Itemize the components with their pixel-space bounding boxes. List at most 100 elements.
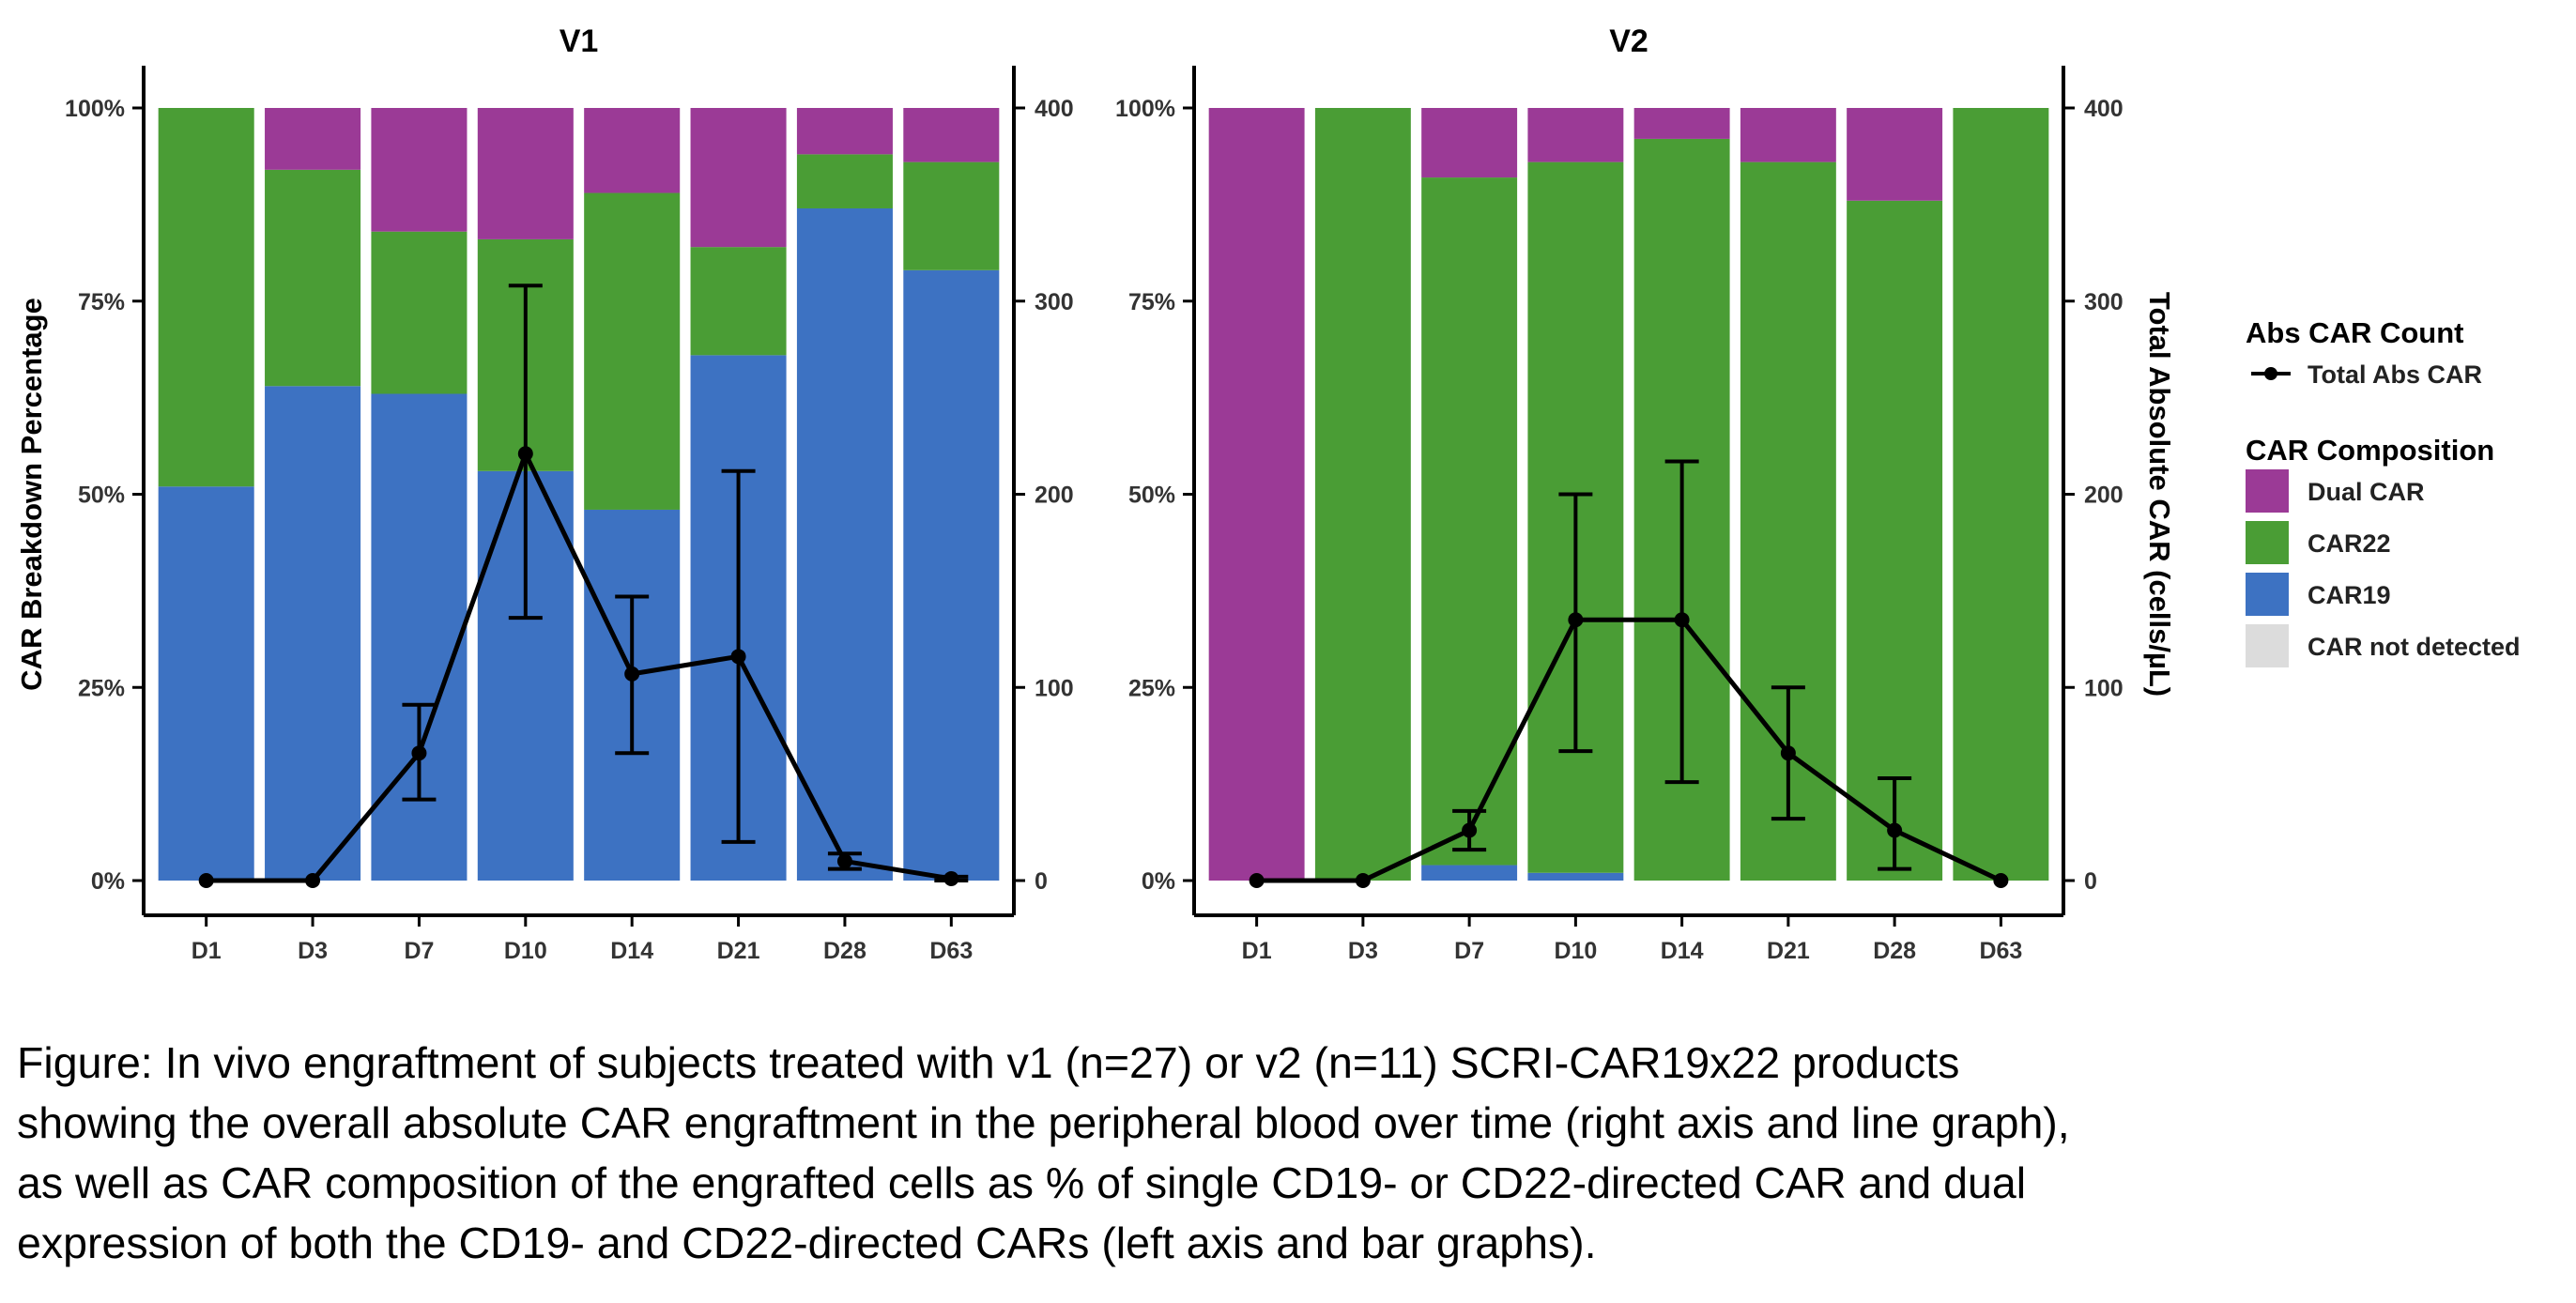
bar-segment-dual [1421,108,1518,178]
bar-segment-car22 [1314,108,1411,881]
caption-line: showing the overall absolute CAR engraft… [17,1098,2070,1147]
bar-segment-car22 [265,169,361,387]
y-axis-title-left: CAR Breakdown Percentage [15,298,48,691]
bar-segment-car22 [1847,200,1943,881]
y-tick-label-right: 0 [1035,868,1048,895]
y-tick-label-right: 200 [1035,483,1074,509]
legend-swatch-nd [2246,624,2289,667]
figure-caption: Figure: In vivo engraftment of subjects … [17,1033,2552,1273]
data-point [411,745,427,761]
bar-segment-car19 [1421,865,1518,881]
data-point [836,853,852,869]
y-tick-label-right: 400 [1035,96,1074,122]
total-abs-car-line [1256,617,2002,883]
caption-line: Figure: In vivo engraftment of subjects … [17,1038,1960,1087]
legend-swatch-car19 [2246,573,2289,616]
bar-segment-dual [477,108,574,239]
caption-line: expression of both the CD19- and CD22-di… [17,1219,1597,1267]
y-tick-label-right: 300 [1035,289,1074,315]
data-point [1887,822,1903,838]
x-tick-label: D63 [929,938,973,964]
y-tick-label-left: 50% [1128,483,1175,509]
y-tick-label-right: 0 [2084,868,2097,895]
bar-segment-car22 [371,231,468,394]
y-tick-label-left: 100% [1115,96,1175,122]
x-tick-label: D14 [610,938,653,964]
data-point [1249,873,1265,888]
x-tick-label: D21 [717,938,760,964]
x-tick-label: D10 [1554,938,1597,964]
y-tick-label-right: 300 [2084,289,2124,315]
bar-segment-car19 [371,393,468,881]
data-point [517,446,533,462]
bar-segment-dual [1633,108,1730,139]
bar-segment-dual [1208,108,1305,881]
y-tick-label-left: 100% [65,96,125,122]
data-point [624,666,640,682]
y-tick-label-left: 75% [78,289,125,315]
data-point [1780,745,1796,761]
bar-segment-car22 [903,161,1000,270]
data-point [1993,873,2009,888]
data-point [1355,873,1371,888]
y-axis-title-right: Total Absolute CAR (cells/µL) [2143,292,2176,697]
x-tick-label: D3 [1348,938,1378,964]
data-point [1674,612,1690,628]
legend-title-fill: CAR Composition [2246,434,2494,467]
bar-segment-dual [903,108,1000,162]
panel-title: V1 [560,23,599,59]
bar-segment-car22 [796,154,893,208]
bar-segment-car22 [158,108,254,487]
bar-segment-car19 [158,486,254,881]
y-tick-label-left: 75% [1128,289,1175,315]
y-tick-label-right: 100 [1035,675,1074,701]
x-tick-label: D28 [1873,938,1916,964]
bar-segment-dual [584,108,681,193]
data-point [1568,612,1584,628]
panel-title: V2 [1609,23,1648,59]
x-tick-label: D63 [1979,938,2022,964]
y-tick-label-right: 100 [2084,675,2124,701]
bar-segment-car22 [584,192,681,510]
x-tick-label: D21 [1767,938,1810,964]
data-point [198,873,214,888]
y-tick-label-left: 25% [1128,675,1175,701]
legend-title-line: Abs CAR Count [2246,316,2463,349]
bar-segment-car22 [690,247,787,356]
data-point [1462,822,1478,838]
bar-segment-car22 [1953,108,2049,881]
bar-segment-car19 [796,207,893,881]
bar-segment-dual [1740,108,1836,162]
legend-label-dual: Dual CAR [2308,478,2425,506]
x-tick-label: D1 [1242,938,1272,964]
legend-swatch-car22 [2246,521,2289,564]
bar-segment-car19 [265,386,361,881]
legend-label-nd: CAR not detected [2308,633,2521,661]
x-tick-label: D14 [1661,938,1704,964]
data-point [305,873,321,888]
y-tick-label-left: 25% [78,675,125,701]
legend-label-car22: CAR22 [2308,529,2391,558]
bar-segment-dual [1527,108,1624,162]
bar-segment-dual [1847,108,1943,201]
y-tick-label-left: 0% [1142,868,1175,895]
x-tick-label: D28 [823,938,866,964]
bar-segment-car19 [1527,872,1624,881]
x-tick-label: D7 [1454,938,1484,964]
bar-segment-dual [371,108,468,232]
y-tick-label-right: 200 [2084,483,2124,509]
bar-segment-dual [796,108,893,155]
data-point [943,870,959,886]
caption-line: as well as CAR composition of the engraf… [17,1158,2027,1207]
x-tick-label: D3 [298,938,328,964]
legend-swatch-dual [2246,469,2289,513]
total-abs-car-line [206,451,952,883]
y-tick-label-left: 50% [78,483,125,509]
bar-segment-dual [690,108,787,248]
legend-line-marker [2264,367,2277,380]
x-tick-label: D10 [504,938,547,964]
y-tick-label-right: 400 [2084,96,2124,122]
legend-line-label: Total Abs CAR [2308,360,2482,389]
x-tick-label: D1 [192,938,222,964]
